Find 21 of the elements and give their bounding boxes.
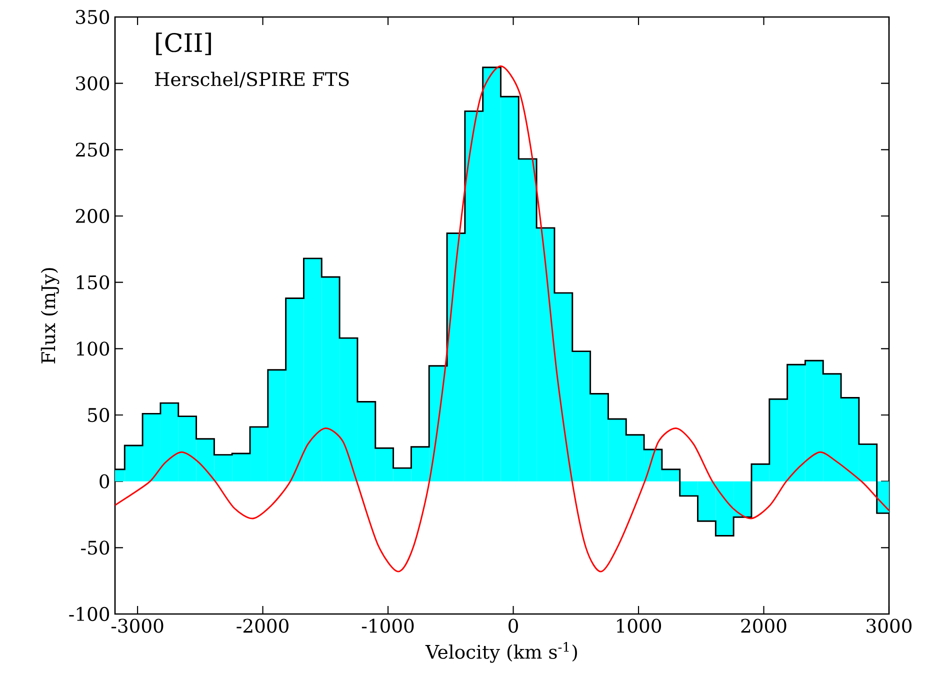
x-tick-label: 0 (508, 618, 518, 633)
y-tick-label: 150 (76, 275, 110, 290)
y-tick-label: 50 (88, 408, 110, 422)
y-tick-label: -50 (81, 540, 110, 555)
y-tick-label: 100 (76, 342, 110, 356)
y-tick-label: 250 (76, 142, 110, 157)
x-tick-label: -3000 (111, 618, 164, 633)
x-tick-label: -2000 (236, 618, 288, 633)
y-tick-label: 0 (100, 474, 110, 488)
x-tick-label: -1000 (362, 618, 414, 633)
x-tick-label: 3000 (866, 618, 912, 633)
y-tick-label: 300 (76, 76, 110, 90)
x-axis-title: Velocity (km s$^{-1}$) (425, 642, 577, 663)
y-tick-label: 350 (76, 10, 110, 24)
y-tick-label: -100 (69, 606, 110, 622)
y-tick-label: 200 (76, 208, 110, 224)
x-tick-label: 1000 (617, 618, 662, 633)
annotation: Herschel/SPIRE FTS (154, 72, 349, 88)
annotation: [CII] (156, 32, 211, 56)
y-axis-title: Flux (mJy) (40, 268, 60, 364)
x-tick-label: 2000 (741, 618, 786, 633)
